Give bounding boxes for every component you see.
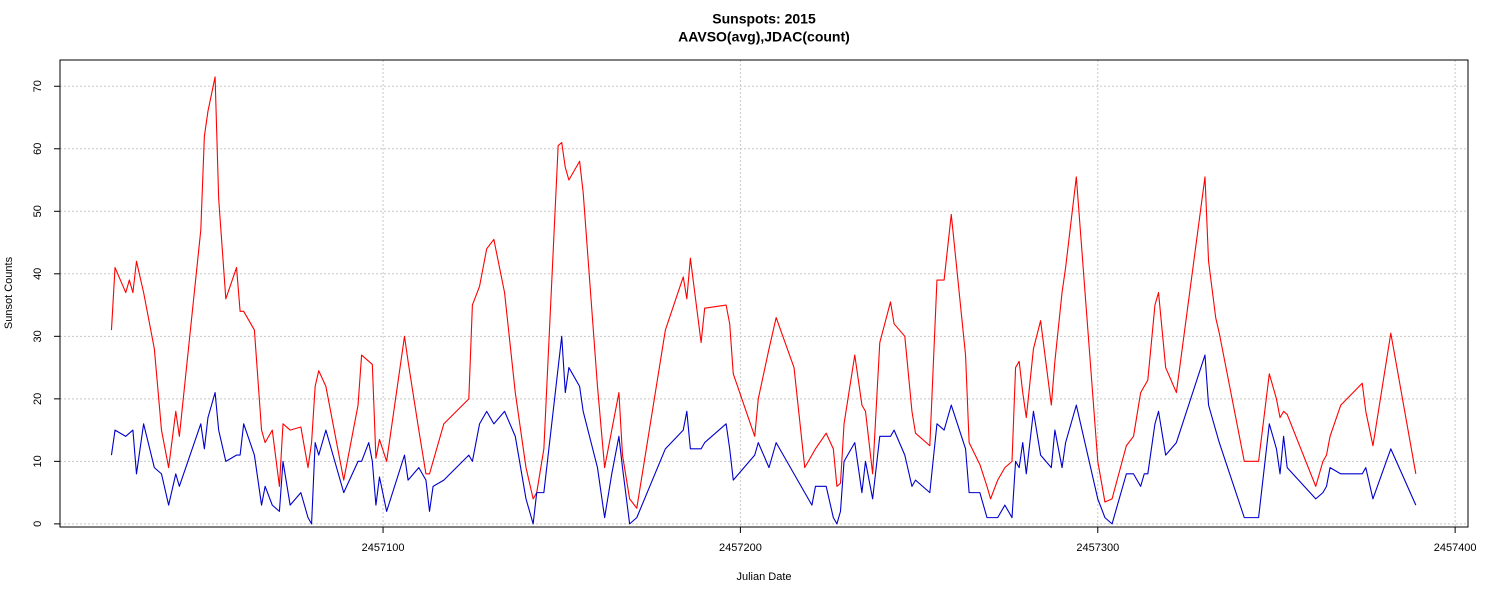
y-tick-label: 70 [32, 80, 44, 92]
x-tick-label: 2457100 [362, 542, 405, 554]
y-tick-label: 20 [32, 393, 44, 405]
y-axis-label: Sunsot Counts [3, 256, 15, 329]
chart-subtitle: AAVSO(avg),JDAC(count) [678, 29, 850, 45]
x-tick-label: 2457200 [719, 542, 762, 554]
plot-lines [110, 76, 1417, 525]
series-line [110, 76, 1417, 509]
x-axis-label: Julian Date [736, 571, 791, 583]
y-tick-label: 0 [32, 521, 44, 527]
chart-title: Sunspots: 2015 [712, 11, 816, 27]
y-tick-label: 30 [32, 330, 44, 342]
grid [60, 60, 1468, 527]
x-tick-label: 2457400 [1434, 542, 1477, 554]
x-tick-label: 2457300 [1076, 542, 1119, 554]
plot-frame [59, 59, 1469, 528]
series-line [110, 335, 1417, 525]
y-tick-label: 50 [32, 205, 44, 217]
y-tick-label: 10 [32, 455, 44, 467]
y-tick-label: 60 [32, 143, 44, 155]
y-tick-label: 40 [32, 268, 44, 280]
